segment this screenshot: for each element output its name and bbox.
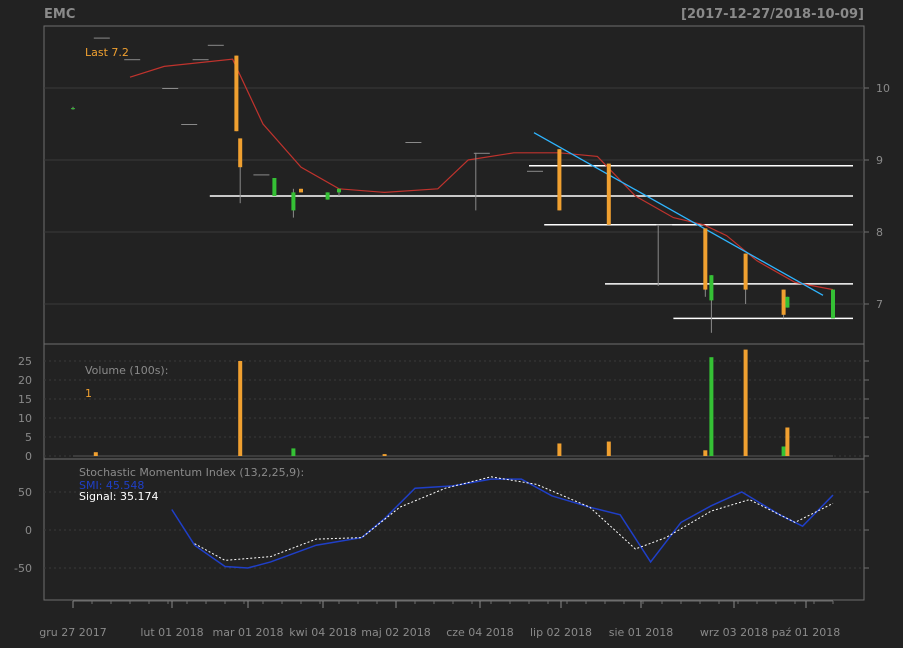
candle-body (325, 192, 330, 200)
candle-body (124, 59, 141, 61)
volume-bar (781, 446, 786, 456)
candle-body (743, 253, 748, 290)
candle-body (405, 142, 422, 143)
signal-value-label: Signal: 35.174 (79, 490, 158, 503)
candle-body (207, 44, 224, 46)
candle-body (337, 188, 341, 193)
candle-body (656, 224, 673, 226)
signal-line (194, 476, 834, 561)
smi-title: Stochastic Momentum Index (13,2,25,9): (79, 466, 304, 479)
volume-tick-label: 25 (18, 355, 32, 368)
candle-body (557, 149, 562, 211)
candle-body (162, 88, 179, 89)
volume-bar (709, 357, 714, 456)
price-tick-label: 10 (876, 82, 890, 95)
volume-tick-label: 5 (25, 431, 32, 444)
date-range: [2017-12-27/2018-10-09] (681, 7, 864, 22)
symbol-title: EMC (44, 7, 75, 22)
smi-line (171, 478, 834, 569)
candle-body (93, 37, 110, 39)
smi-panel: -50 0 50 (14, 476, 834, 575)
candle-body (606, 163, 611, 225)
volume-panel: 0 5 10 15 20 25 (18, 349, 833, 463)
x-tick-label: kwi 04 2018 (289, 626, 356, 639)
x-tick-label: mar 01 2018 (213, 626, 284, 639)
price-tick-label: 7 (876, 298, 883, 311)
candle-body (71, 108, 75, 110)
candle-body (781, 289, 786, 315)
smi-tick-label: 0 (25, 524, 32, 537)
chart-frame (43, 25, 865, 601)
x-tick-label: lip 02 2018 (530, 626, 592, 639)
volume-tick-label: 10 (18, 412, 32, 425)
candle-body (291, 192, 296, 211)
volume-bar (291, 448, 296, 456)
volume-bar (93, 452, 98, 456)
candle-body (272, 178, 277, 196)
candle-body (299, 188, 303, 193)
volume-bar (238, 361, 243, 456)
candle-body (181, 124, 198, 125)
volume-bar (785, 427, 790, 456)
volume-tick-label: 15 (18, 393, 32, 406)
x-tick-label: lut 01 2018 (140, 626, 203, 639)
volume-bar (557, 443, 562, 456)
candle-body (234, 55, 239, 132)
smi-tick-label: 50 (18, 486, 32, 499)
x-tick-label: maj 02 2018 (361, 626, 431, 639)
x-axis: gru 27 2017 lut 01 2018 mar 01 2018 kwi 04 … (39, 600, 840, 639)
price-panel: 7 8 9 10 (71, 37, 890, 333)
volume-bar (703, 450, 708, 456)
candle-body (709, 275, 714, 301)
x-tick-label: wrz 03 2018 (700, 626, 768, 639)
volume-title: Volume (100s): (85, 364, 168, 377)
volume-bar (382, 454, 387, 456)
candle-body (703, 228, 708, 290)
candle-body (192, 59, 209, 61)
smi-tick-label: -50 (14, 562, 32, 575)
volume-bar (606, 441, 611, 456)
price-tick-label: 9 (876, 154, 883, 167)
candle-body (253, 174, 270, 176)
trendline (533, 132, 824, 296)
volume-tick-label: 0 (25, 450, 32, 463)
grid-layer (44, 87, 869, 569)
x-tick-label: sie 01 2018 (609, 626, 674, 639)
volume-tick-label: 20 (18, 374, 32, 387)
candle-body (527, 170, 543, 172)
x-tick-label: cze 04 2018 (446, 626, 514, 639)
volume-bar (743, 349, 748, 456)
last-price-label: Last 7.2 (85, 46, 129, 59)
candle-body (831, 289, 835, 319)
candle-body (785, 296, 790, 308)
price-tick-label: 8 (876, 226, 883, 239)
ema-line (129, 58, 834, 291)
volume-last-value: 1 (85, 387, 92, 400)
x-tick-label: gru 27 2017 (39, 626, 106, 639)
candle-body (238, 138, 243, 168)
smi-value-label: SMI: 45.548 (79, 479, 144, 492)
candle-body (473, 152, 490, 154)
x-tick-label: paź 01 2018 (772, 626, 840, 639)
